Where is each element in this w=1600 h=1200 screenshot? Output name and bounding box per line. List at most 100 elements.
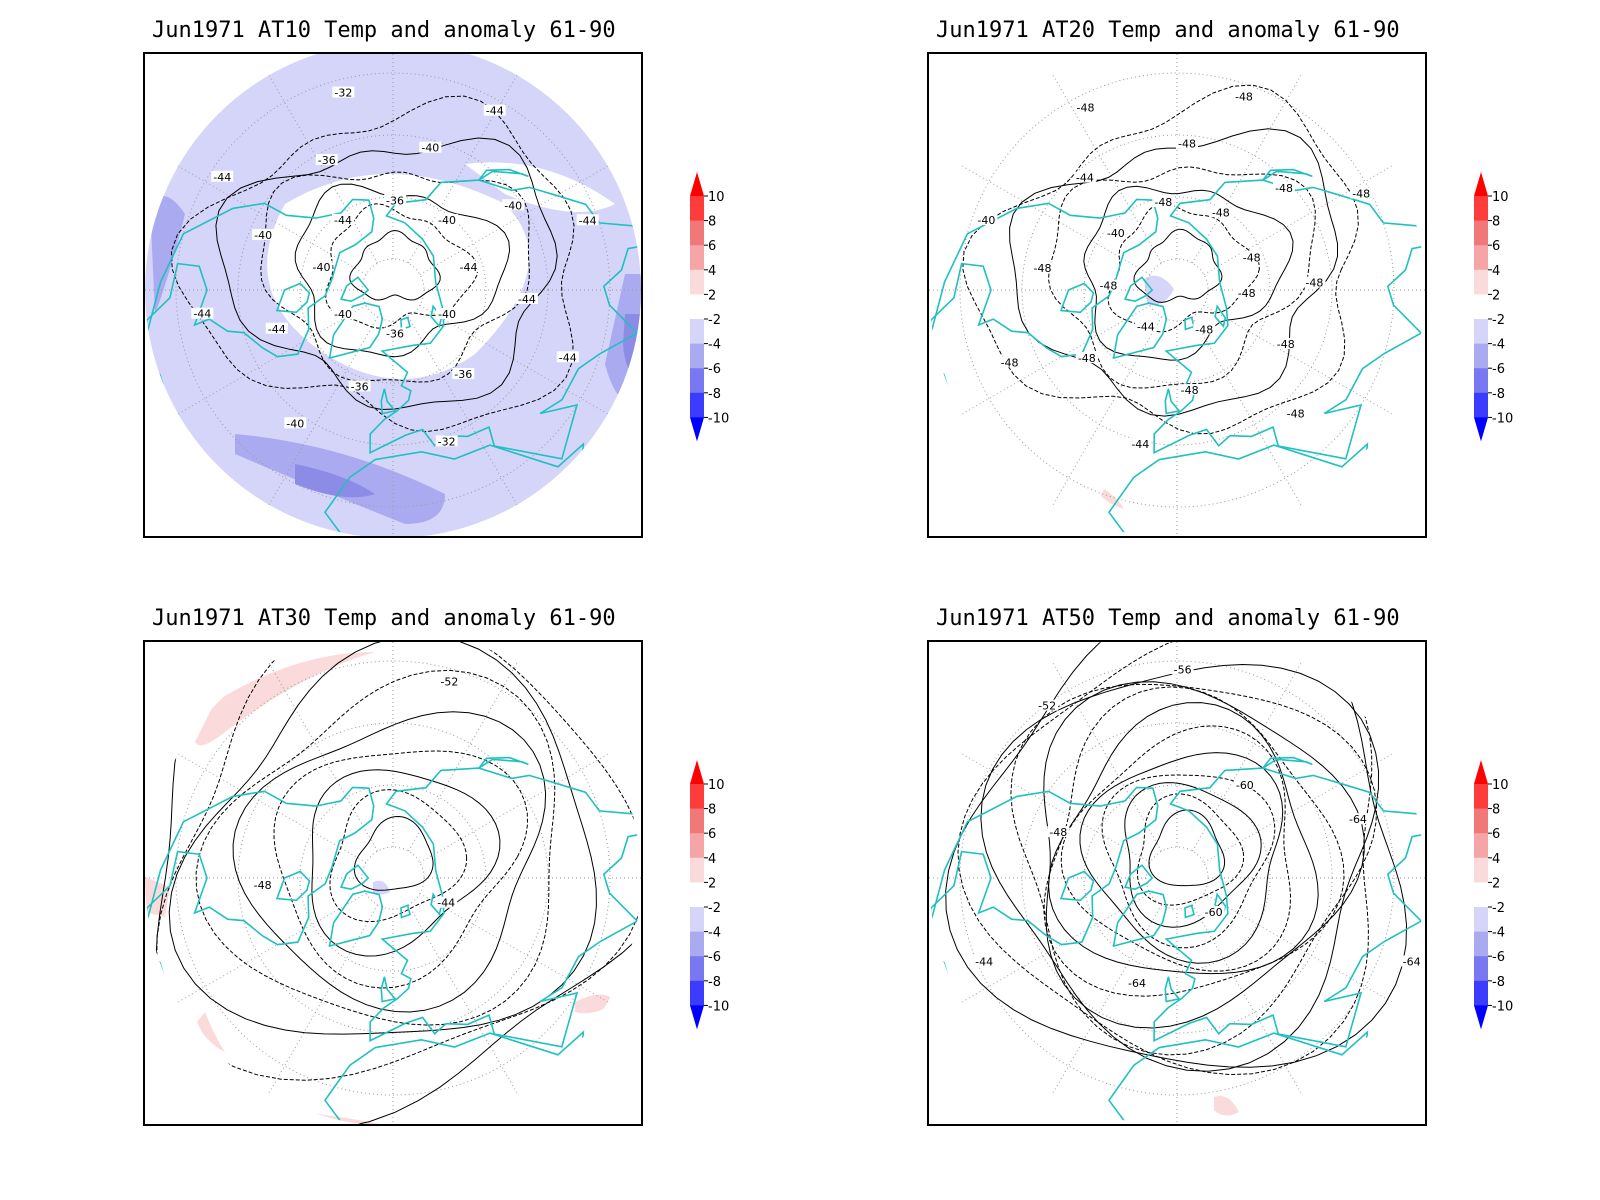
- meridian: [1192, 316, 1302, 506]
- anomaly-region: [150, 196, 185, 314]
- coastlines: [145, 756, 641, 1124]
- coastline: [1184, 904, 1195, 919]
- contour-label: -48: [1195, 323, 1213, 336]
- coastline: [1108, 1030, 1369, 1124]
- contour-label: -56: [1174, 664, 1192, 677]
- contour-label-bg: [1284, 407, 1307, 419]
- latitude-circle: [175, 72, 611, 508]
- contour-line: [980, 663, 1380, 1072]
- contour-label: -48: [1181, 384, 1199, 397]
- colorbar-label: 10: [1492, 778, 1509, 793]
- contour-label: -48: [1212, 206, 1230, 219]
- panel-title: Jun1971 AT50 Temp and anomaly 61-90: [936, 606, 1400, 631]
- contour-label: -32: [438, 435, 456, 448]
- coastline: [929, 926, 965, 1060]
- colorbar-arrow-bottom: [690, 417, 704, 442]
- colorbar-segment: [690, 980, 704, 1006]
- colorbar-label: -10: [1492, 411, 1513, 426]
- meridian: [408, 904, 518, 1094]
- coastline: [400, 316, 411, 331]
- contour-label-bg: [315, 154, 338, 166]
- contour-label: -40: [286, 417, 304, 430]
- contour-label-bg: [265, 322, 288, 334]
- polar-map: -44 -48 -52: [145, 642, 641, 1124]
- map-frame: -60 -64 -44 -48 -52 -56 -60 -64 -64: [927, 640, 1427, 1126]
- coastline: [328, 302, 384, 360]
- colorbar-label: 10: [1492, 190, 1509, 205]
- contour-label-bg: [191, 307, 214, 319]
- colorbar-label: 6: [708, 239, 716, 254]
- contour-label-bg: [419, 141, 442, 153]
- contour-label-bg: [1073, 171, 1096, 183]
- contour-label-bg: [332, 86, 355, 98]
- contour-label-bg: [483, 104, 506, 116]
- map-layer: -44 -44 -44 -40 -36 -32 -36 -36 -40 -40 -44 -44 -40 -…: [145, 54, 641, 536]
- meridian: [408, 662, 518, 852]
- contour-label: -48: [1178, 138, 1196, 151]
- contour-label-bg: [1104, 227, 1127, 239]
- colorbar-segment: [1474, 343, 1488, 369]
- contour-label: -44: [437, 897, 455, 910]
- meridian: [1052, 904, 1162, 1094]
- contour-label: -44: [460, 261, 478, 274]
- meridian: [1203, 753, 1393, 863]
- colorbar-label: 4: [1492, 264, 1500, 279]
- contour-line: [1009, 128, 1338, 417]
- contour-label-bg: [975, 214, 998, 226]
- contour-label-bg: [1350, 187, 1373, 199]
- latitude-circle: [299, 196, 487, 384]
- contour-label: -40: [1107, 227, 1125, 240]
- coastline: [929, 338, 965, 472]
- contour-line: [1043, 681, 1365, 1029]
- coastline: [1108, 442, 1369, 536]
- colorbar-label: -6: [708, 362, 721, 377]
- contour-label: -40: [421, 142, 439, 155]
- meridian: [1052, 74, 1162, 264]
- contour-label: -32: [334, 87, 352, 100]
- colorbar-segment: [1474, 269, 1488, 295]
- meridian: [1192, 904, 1302, 1094]
- contour-label: -44: [193, 308, 211, 321]
- anomaly-region: [1214, 1096, 1239, 1116]
- contour-label: -36: [318, 154, 336, 167]
- contour-line: [329, 789, 468, 923]
- colorbar-label: -8: [1492, 975, 1505, 990]
- contour-line: [168, 642, 597, 1035]
- contour-label: -44: [559, 351, 577, 364]
- contour-line: [1043, 686, 1345, 997]
- coastline: [1262, 756, 1313, 769]
- coastline: [328, 890, 384, 948]
- meridian: [177, 165, 367, 275]
- contour-label: -44: [213, 171, 231, 184]
- meridian: [268, 662, 378, 852]
- anomaly-region: [575, 994, 615, 1014]
- colorbar-segment: [1474, 931, 1488, 957]
- colorbar-label: -8: [708, 387, 721, 402]
- contour-label-bg: [998, 356, 1021, 368]
- anomaly-region: [1144, 275, 1174, 305]
- contour-line: [325, 203, 479, 329]
- contour-label: -44: [579, 214, 597, 227]
- contour-label: -36: [386, 328, 404, 341]
- colorbar-segment: [690, 882, 704, 908]
- coastline: [478, 168, 529, 181]
- map-frame: -44 -44 -44 -40 -36 -32 -36 -36 -40 -40 -44 -44 -40 -…: [143, 52, 643, 538]
- coastline: [1059, 870, 1095, 902]
- colorbar-segment: [1474, 784, 1488, 810]
- anomaly-region: [295, 464, 375, 498]
- contour-label: -48: [1154, 196, 1172, 209]
- contour-line: [1107, 203, 1260, 333]
- colorbar-arrow-bottom: [1474, 1005, 1488, 1030]
- contour-label-bg: [1152, 196, 1175, 208]
- anomaly-region: [465, 162, 615, 212]
- coastline: [275, 870, 311, 902]
- latitude-circle: [1083, 784, 1271, 972]
- meridian: [1203, 165, 1393, 275]
- coastline: [1112, 890, 1168, 948]
- map-frame: -44 -48 -52: [143, 640, 643, 1126]
- coastline: [929, 786, 1159, 946]
- panel-title: Jun1971 AT30 Temp and anomaly 61-90: [152, 606, 616, 631]
- contour-label: -48: [1001, 356, 1019, 369]
- meridian: [177, 753, 367, 863]
- coastline: [324, 1030, 585, 1124]
